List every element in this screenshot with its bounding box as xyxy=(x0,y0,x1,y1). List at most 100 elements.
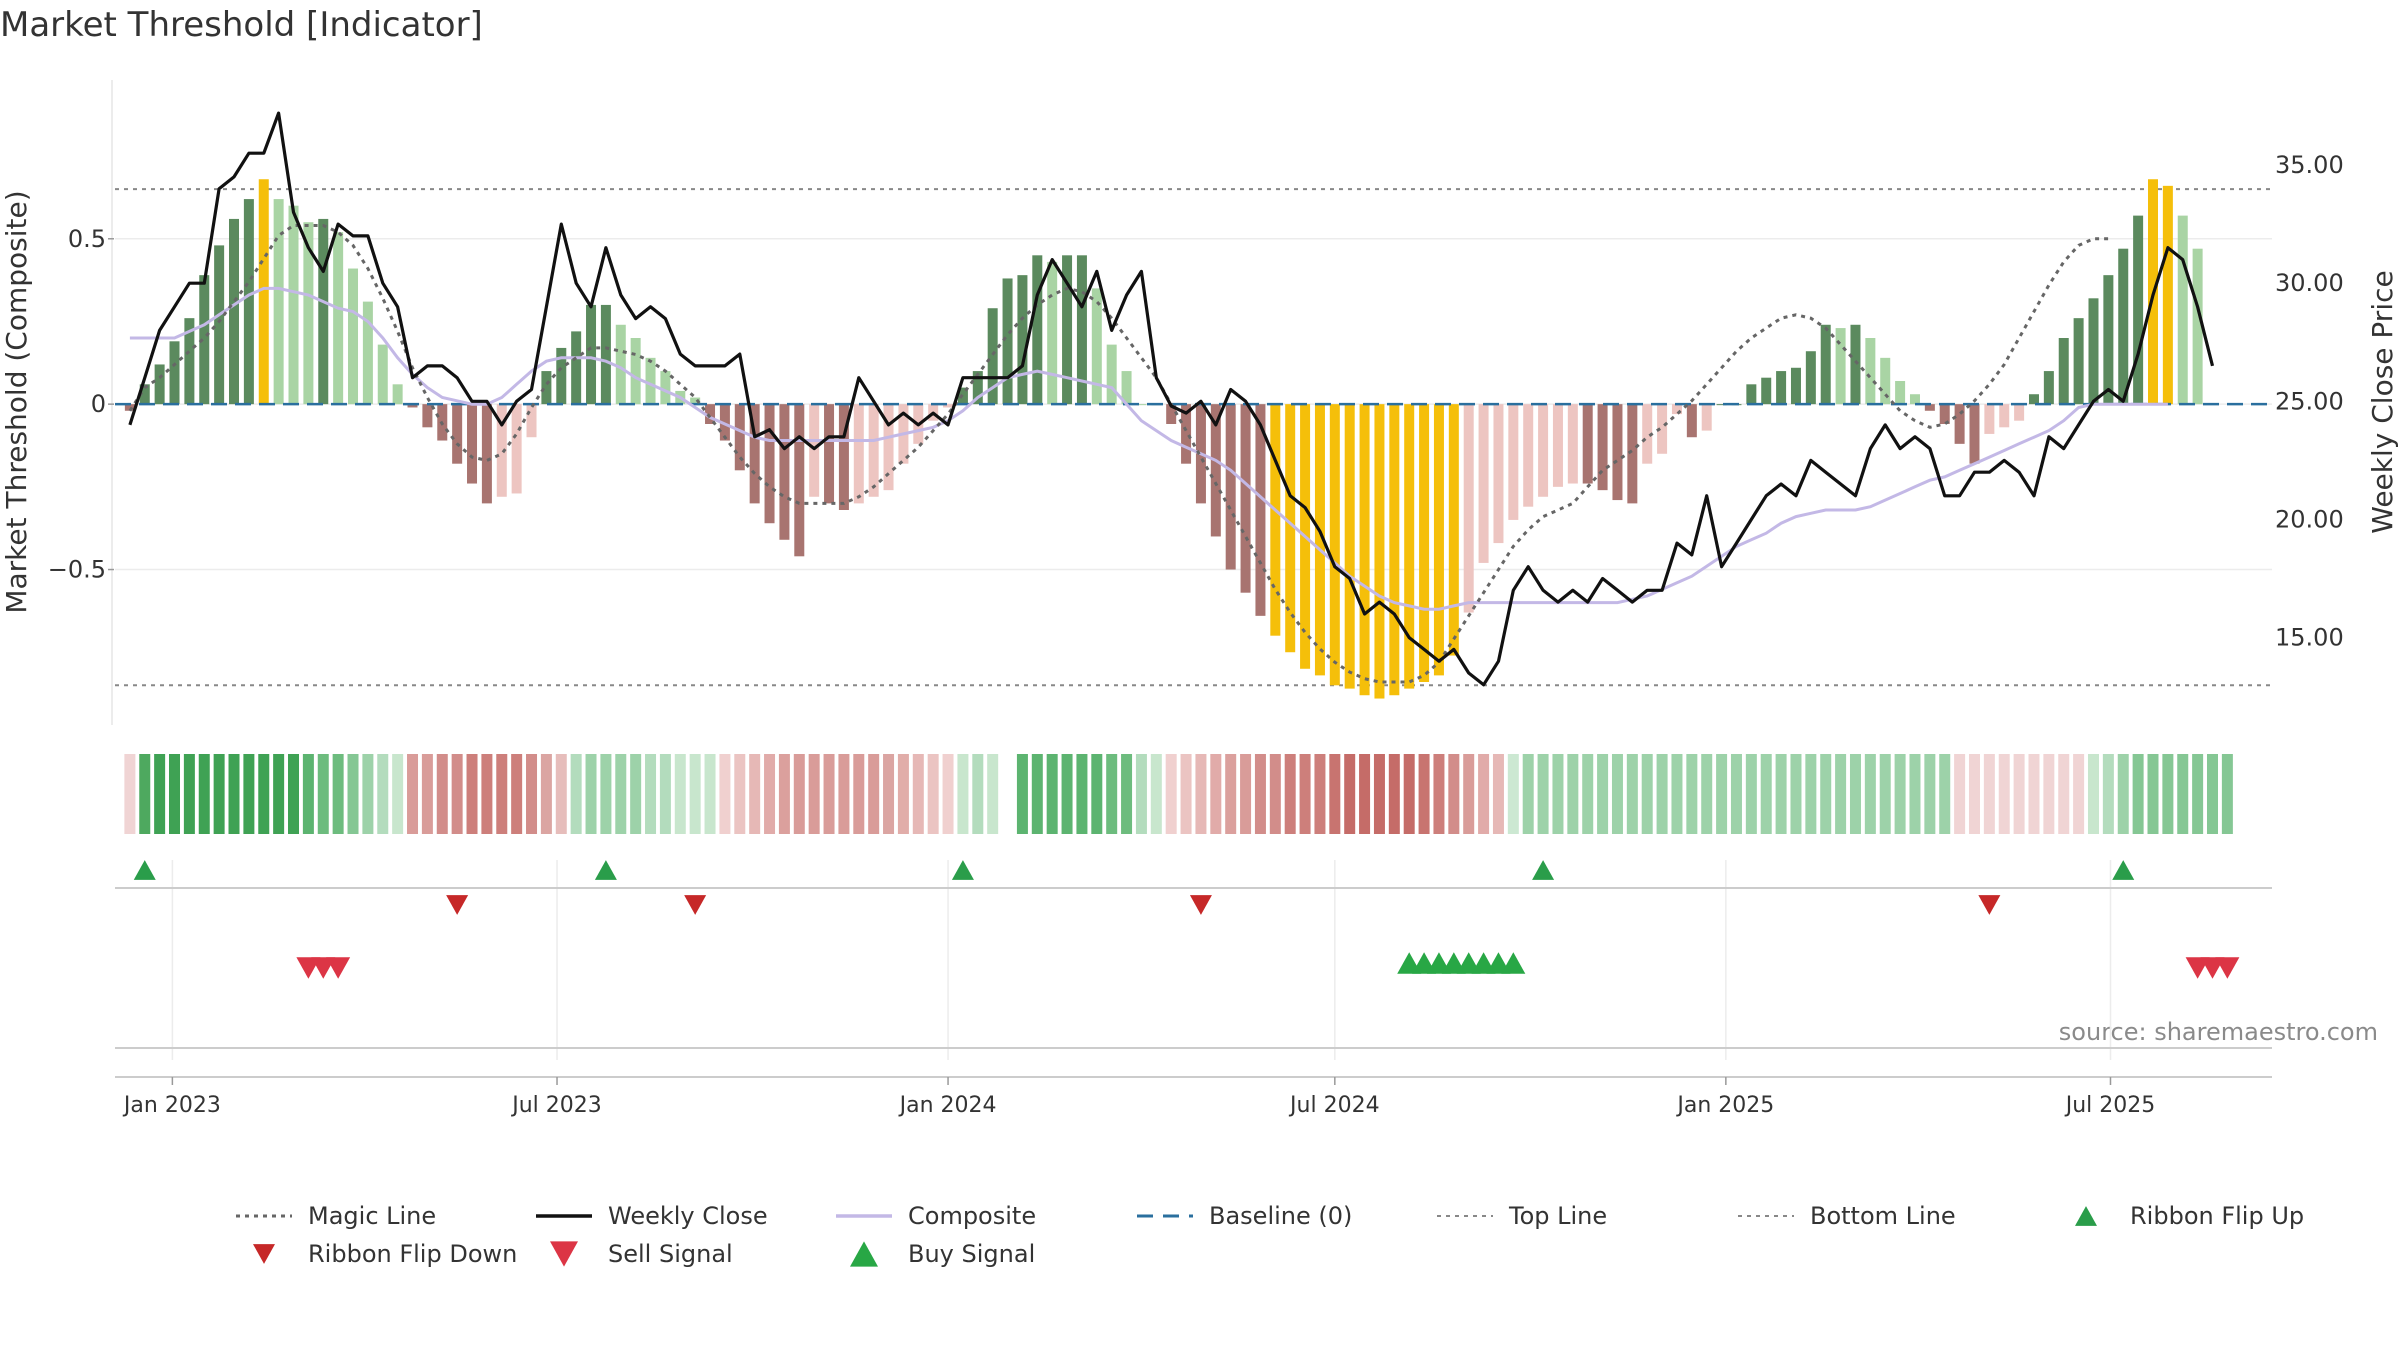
composite-bar xyxy=(407,404,418,408)
ribbon-cell xyxy=(1805,754,1817,834)
ribbon-cell xyxy=(273,754,285,834)
composite-bar xyxy=(124,404,135,411)
composite-bar xyxy=(1523,404,1534,507)
ribbon-cell xyxy=(124,754,136,834)
ribbon-cell xyxy=(1790,754,1802,834)
composite-bar xyxy=(377,344,388,405)
ribbon-cell xyxy=(183,754,195,834)
composite-bar xyxy=(1850,324,1861,405)
weekly-close-line xyxy=(128,111,2215,687)
ribbon-cell xyxy=(912,754,924,834)
right-tick-label: 15.00 xyxy=(2275,624,2344,652)
composite-bar xyxy=(1404,404,1415,689)
composite-bar xyxy=(1210,404,1221,537)
composite-bar xyxy=(615,324,626,405)
ribbon-cell xyxy=(585,754,597,834)
legend-label: Ribbon Flip Down xyxy=(308,1240,517,1268)
ribbon-cell xyxy=(1611,754,1623,834)
ribbon-cell xyxy=(2147,754,2159,834)
legend-label: Top Line xyxy=(1508,1202,1607,1230)
composite-bar xyxy=(184,318,195,405)
composite-bar xyxy=(1433,404,1444,676)
legend-item: Bottom Line xyxy=(1738,1202,1956,1230)
ribbon-cell xyxy=(659,754,671,834)
ribbon-flip-down-marker xyxy=(1978,895,2001,915)
ribbon-cell xyxy=(198,754,210,834)
composite-bar xyxy=(481,404,492,504)
ribbon-cell xyxy=(1135,754,1147,834)
composite-bar xyxy=(1508,404,1519,520)
ribbon-cell xyxy=(436,754,448,834)
ribbon-cell xyxy=(734,754,746,834)
ribbon-cell xyxy=(1998,754,2010,834)
ribbon-cell xyxy=(1016,754,1028,834)
ribbon-cell xyxy=(243,754,255,834)
composite-bar xyxy=(392,384,403,405)
ribbon-cell xyxy=(1626,754,1638,834)
ribbon-cell xyxy=(1150,754,1162,834)
ribbon-cell xyxy=(1522,754,1534,834)
ribbon-cell xyxy=(332,754,344,834)
legend-label: Baseline (0) xyxy=(1209,1202,1352,1230)
composite-bar xyxy=(645,357,656,405)
composite-bar xyxy=(318,218,329,405)
ribbon-cell xyxy=(1076,754,1088,834)
ribbon-cell xyxy=(2028,754,2040,834)
composite-bar xyxy=(229,218,240,405)
composite-bar xyxy=(586,304,597,405)
ribbon-cell xyxy=(1299,754,1311,834)
ribbon-cell xyxy=(1225,754,1237,834)
ribbon-cell xyxy=(1031,754,1043,834)
ribbon-cell xyxy=(511,754,523,834)
composite-bar xyxy=(139,384,150,405)
composite-bar xyxy=(348,268,359,405)
ribbon-cell xyxy=(1344,754,1356,834)
ribbon-cell xyxy=(883,754,895,834)
composite-bar xyxy=(1552,404,1563,487)
composite-bar xyxy=(452,404,463,464)
ribbon-cell xyxy=(630,754,642,834)
ribbon-cell xyxy=(1373,754,1385,834)
composite-bar xyxy=(1865,338,1876,405)
composite-bar xyxy=(1805,351,1816,405)
ribbon-cell xyxy=(1775,754,1787,834)
ribbon-cell xyxy=(957,754,969,834)
composite-bar xyxy=(1329,404,1340,686)
composite-bar xyxy=(2177,215,2188,405)
ribbon-cell xyxy=(1686,754,1698,834)
composite-bar xyxy=(1478,404,1489,563)
ribbon-cell xyxy=(1864,754,1876,834)
composite-bar xyxy=(511,404,522,494)
composite-bar xyxy=(868,404,879,497)
composite-bar xyxy=(1612,404,1623,501)
composite-bar xyxy=(1062,255,1073,405)
composite-bar xyxy=(1017,275,1028,405)
composite-bar xyxy=(556,347,567,405)
composite-bar xyxy=(705,404,716,424)
ribbon-cell xyxy=(1641,754,1653,834)
composite-bar xyxy=(1285,404,1296,653)
ribbon-cell xyxy=(2117,754,2129,834)
chart-title: Market Threshold [Indicator] xyxy=(0,5,483,45)
ribbon-cell xyxy=(1284,754,1296,834)
composite-line xyxy=(129,286,2168,611)
composite-bar xyxy=(1686,404,1697,438)
ribbon-cell xyxy=(1760,754,1772,834)
ribbon-cell xyxy=(540,754,552,834)
composite-bar xyxy=(1181,404,1192,464)
ribbon-cell xyxy=(1403,754,1415,834)
ribbon-cell xyxy=(213,754,225,834)
ribbon-cell xyxy=(1254,754,1266,834)
legend-label: Buy Signal xyxy=(908,1240,1035,1268)
legend-label: Sell Signal xyxy=(608,1240,733,1268)
composite-bar xyxy=(288,205,299,405)
ribbon-flip-down-marker xyxy=(684,895,707,915)
composite-bar xyxy=(1939,404,1950,424)
composite-bar xyxy=(1761,377,1772,405)
ribbon-cell xyxy=(704,754,716,834)
ribbon-cell xyxy=(1329,754,1341,834)
source-note: source: sharemaestro.com xyxy=(2059,1018,2378,1046)
composite-bar xyxy=(690,397,701,405)
ribbon-cell xyxy=(1388,754,1400,834)
ribbon-cell xyxy=(526,754,538,834)
